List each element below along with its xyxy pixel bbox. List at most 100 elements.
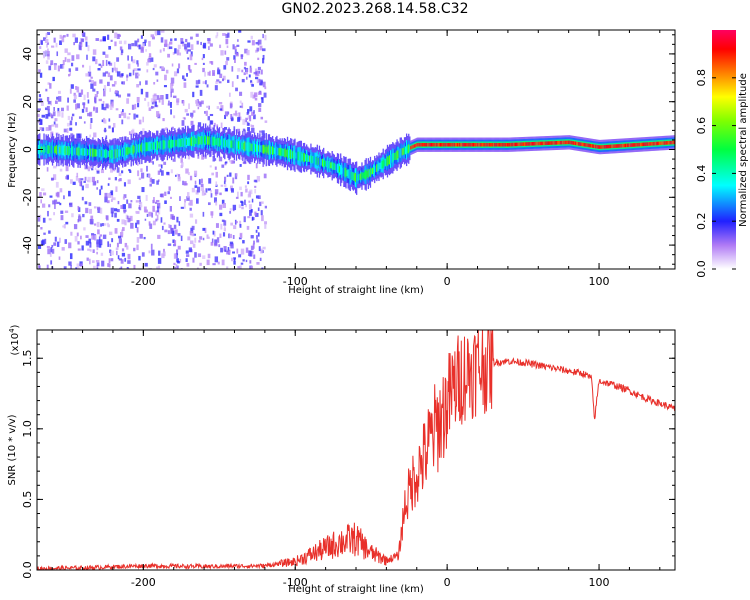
- noise-speckle: [185, 250, 189, 254]
- noise-speckle: [151, 106, 155, 109]
- ridge-cell: [226, 140, 228, 147]
- noise-speckle: [187, 171, 190, 176]
- ridge-cell: [102, 149, 105, 158]
- noise-speckle: [244, 119, 248, 123]
- ridge-cell: [637, 142, 640, 147]
- ridge-cell: [663, 141, 665, 145]
- noise-speckle: [258, 91, 262, 95]
- noise-speckle: [245, 259, 248, 263]
- ridge-cell: [234, 141, 237, 148]
- ridge-cell: [627, 143, 629, 148]
- noise-speckle: [111, 127, 114, 133]
- noise-speckle: [202, 227, 206, 231]
- noise-speckle: [118, 114, 122, 118]
- ridge-cell: [666, 141, 668, 145]
- noise-speckle: [234, 110, 238, 116]
- noise-speckle: [157, 170, 161, 175]
- ridge-cell: [340, 164, 342, 175]
- ridge-cell: [266, 146, 268, 153]
- noise-speckle: [213, 231, 216, 237]
- noise-speckle: [248, 74, 251, 78]
- noise-speckle: [136, 211, 140, 214]
- ridge-cell: [45, 144, 47, 155]
- noise-speckle: [49, 195, 53, 198]
- ridge-cell: [384, 158, 387, 167]
- noise-speckle: [164, 39, 168, 46]
- ridge-cell: [623, 143, 626, 148]
- noise-speckle: [233, 225, 237, 230]
- ridge-cell: [402, 148, 405, 155]
- noise-speckle: [194, 62, 197, 65]
- noise-speckle: [136, 236, 140, 243]
- noise-speckle: [85, 183, 89, 189]
- noise-speckle: [56, 51, 59, 57]
- noise-speckle: [179, 258, 182, 263]
- ridge-cell: [592, 144, 594, 148]
- noise-speckle: [223, 184, 227, 188]
- noise-speckle: [42, 51, 46, 56]
- noise-speckle: [264, 120, 268, 123]
- ridge-cell: [98, 148, 100, 158]
- noise-speckle: [152, 205, 155, 212]
- ridge-cell: [172, 139, 174, 148]
- noise-speckle: [89, 65, 91, 72]
- ridge-cell: [88, 149, 90, 156]
- noise-speckle: [258, 78, 261, 83]
- ridge-cell: [501, 142, 503, 147]
- noise-speckle: [215, 35, 218, 39]
- ridge-cell: [216, 137, 219, 147]
- noise-speckle: [129, 170, 132, 173]
- noise-speckle: [90, 76, 93, 79]
- noise-speckle: [96, 251, 98, 255]
- noise-speckle: [191, 115, 193, 119]
- noise-speckle: [39, 214, 42, 218]
- noise-speckle: [232, 257, 236, 260]
- ridge-cell: [213, 136, 215, 147]
- noise-speckle: [176, 100, 179, 106]
- ridge-cell: [484, 142, 486, 147]
- noise-speckle: [65, 165, 69, 172]
- noise-speckle: [246, 68, 248, 75]
- noise-speckle: [189, 69, 192, 73]
- ridge-cell: [126, 147, 128, 155]
- ridge-cell: [50, 145, 53, 154]
- ridge-cell: [371, 167, 374, 175]
- noise-speckle: [161, 225, 164, 231]
- noise-speckle: [73, 94, 77, 100]
- noise-speckle: [138, 119, 142, 125]
- ridge-cell: [568, 140, 570, 145]
- noise-speckle: [232, 251, 236, 254]
- noise-speckle: [167, 243, 172, 246]
- noise-speckle: [216, 106, 220, 109]
- noise-speckle: [134, 40, 138, 47]
- noise-speckle: [215, 201, 218, 206]
- noise-speckle: [239, 265, 242, 269]
- noise-speckle: [52, 76, 55, 82]
- ridge-cell: [525, 142, 527, 146]
- ridge-cell: [52, 145, 55, 154]
- noise-speckle: [188, 202, 191, 206]
- noise-speckle: [69, 127, 73, 131]
- noise-speckle: [256, 79, 260, 84]
- ridge-cell: [337, 164, 340, 174]
- ridge-cell: [286, 148, 289, 159]
- noise-speckle: [155, 211, 158, 216]
- ridge-cell: [510, 142, 512, 147]
- noise-speckle: [210, 193, 213, 198]
- noise-speckle: [189, 231, 193, 236]
- ridge-cell: [431, 142, 433, 147]
- ridge-cell: [163, 140, 165, 150]
- ridge-cell: [67, 146, 70, 155]
- ridge-cell: [432, 142, 434, 147]
- noise-speckle: [49, 83, 52, 89]
- noise-speckle: [215, 171, 218, 178]
- noise-speckle: [96, 265, 99, 269]
- ridge-cell: [496, 142, 498, 147]
- noise-speckle: [255, 195, 260, 199]
- ridge-cell: [110, 149, 112, 159]
- ridge-cell: [175, 140, 177, 147]
- noise-speckle: [121, 248, 125, 252]
- ridge-cell: [447, 142, 449, 147]
- ridge-cell: [270, 146, 273, 155]
- noise-speckle: [219, 108, 223, 111]
